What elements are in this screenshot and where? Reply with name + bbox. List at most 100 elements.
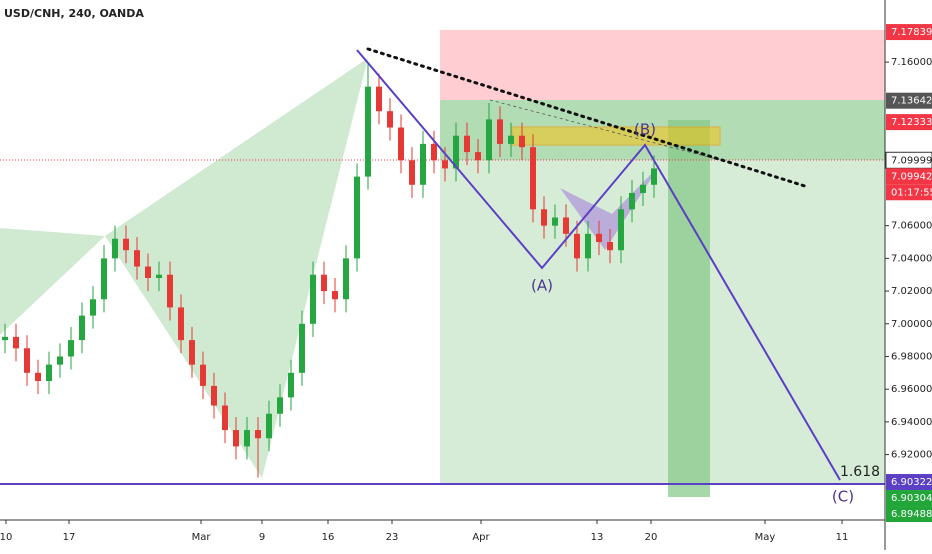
y-tick-label: 7.16000 bbox=[891, 57, 932, 68]
candle-body bbox=[354, 176, 360, 259]
price-label: 6.90322 bbox=[891, 477, 932, 488]
candle-body bbox=[244, 430, 250, 447]
candle-body bbox=[475, 152, 481, 161]
price-label: 7.17839 bbox=[891, 27, 932, 38]
position-column bbox=[668, 120, 710, 497]
y-tick-label: 6.94000 bbox=[891, 417, 932, 428]
candle-body bbox=[552, 217, 558, 226]
candle-body bbox=[420, 143, 426, 185]
y-tick-label: 6.98000 bbox=[891, 351, 932, 362]
x-tick-label: Mar bbox=[192, 532, 212, 543]
wave-label: (B) bbox=[634, 121, 656, 139]
candle-body bbox=[530, 147, 536, 210]
candle-body bbox=[585, 233, 591, 259]
countdown-bg bbox=[886, 184, 932, 201]
candle-body bbox=[46, 364, 52, 382]
price-label-bg bbox=[886, 168, 932, 185]
harmonic-left bbox=[0, 228, 105, 335]
x-tick-label: 16 bbox=[322, 532, 335, 543]
candle-body bbox=[519, 135, 525, 148]
candle-body bbox=[497, 119, 503, 144]
candle-body bbox=[90, 299, 96, 316]
candle-body bbox=[464, 135, 470, 153]
x-tick-label: 13 bbox=[591, 532, 604, 543]
candle-body bbox=[442, 160, 448, 169]
countdown: 01:17:55 bbox=[891, 187, 932, 198]
price-label-bg bbox=[886, 92, 932, 109]
target-zone bbox=[440, 160, 885, 484]
x-tick-label: 9 bbox=[259, 532, 265, 543]
candle-body bbox=[486, 119, 492, 161]
candle-body bbox=[178, 307, 184, 341]
candle-body bbox=[2, 336, 8, 341]
x-tick-label: 10 bbox=[0, 532, 12, 543]
price-label-bg bbox=[886, 24, 932, 41]
resistance-box bbox=[511, 126, 721, 146]
price-label-bg bbox=[886, 114, 932, 131]
candle-body bbox=[596, 233, 602, 243]
candle-body bbox=[79, 315, 85, 341]
candle-body bbox=[431, 143, 437, 161]
price-label: 7.12333 bbox=[891, 117, 932, 128]
candle-body bbox=[200, 364, 206, 386]
candle-body bbox=[332, 291, 338, 300]
y-tick-label: 7.02000 bbox=[891, 286, 932, 297]
y-tick-label: 7.00000 bbox=[891, 319, 932, 330]
abc-wave bbox=[356, 49, 841, 481]
trendline bbox=[366, 47, 810, 189]
y-tick-label: 6.96000 bbox=[891, 384, 932, 395]
candle-body bbox=[222, 405, 228, 431]
candle-body bbox=[266, 413, 272, 439]
candle-body bbox=[343, 258, 349, 300]
price-label: 7.09942 bbox=[891, 171, 932, 182]
candle-body bbox=[35, 372, 41, 382]
candle-body bbox=[233, 430, 239, 447]
price-label: 6.90304 bbox=[891, 493, 932, 504]
x-tick-label: 11 bbox=[836, 532, 849, 543]
candle-body bbox=[145, 266, 151, 278]
price-label: 7.09999 bbox=[891, 155, 932, 166]
candle-body bbox=[574, 233, 580, 259]
x-tick-label: 20 bbox=[645, 532, 658, 543]
candle-body bbox=[167, 274, 173, 308]
fib-label: 1.618 bbox=[840, 464, 880, 480]
x-tick-label: May bbox=[755, 532, 776, 543]
candle-body bbox=[123, 238, 129, 251]
candle-body bbox=[563, 217, 569, 234]
candle-body bbox=[134, 250, 140, 267]
price-label-bg bbox=[886, 474, 932, 491]
x-tick-label: Apr bbox=[472, 532, 490, 543]
y-tick-label: 6.92000 bbox=[891, 450, 932, 461]
candle-body bbox=[365, 86, 371, 177]
candle-body bbox=[629, 192, 635, 210]
y-tick-label: 7.04000 bbox=[891, 253, 932, 264]
wave-label: (C) bbox=[832, 488, 854, 506]
candle-body bbox=[453, 135, 459, 169]
wave-label: (A) bbox=[531, 277, 553, 295]
candle-body bbox=[13, 336, 19, 349]
candle-body bbox=[398, 127, 404, 161]
candle-body bbox=[387, 111, 393, 128]
chart-title: USD/CNH, 240, OANDA bbox=[4, 7, 144, 20]
candle-body bbox=[310, 274, 316, 324]
candle-body bbox=[189, 340, 195, 365]
candle-body bbox=[277, 397, 283, 414]
candles bbox=[2, 62, 657, 478]
harmonic-main bbox=[105, 58, 368, 478]
time-axis-bg bbox=[0, 520, 932, 550]
candle-body bbox=[640, 184, 646, 193]
price-label-bg bbox=[886, 490, 932, 507]
candle-body bbox=[618, 209, 624, 251]
candle-body bbox=[288, 372, 294, 398]
candle-body bbox=[112, 238, 118, 259]
price-axis-bg bbox=[885, 0, 932, 520]
candle-body bbox=[541, 209, 547, 226]
thin-trend bbox=[489, 99, 721, 161]
candle-body bbox=[101, 258, 107, 300]
candle-body bbox=[651, 168, 657, 185]
candle-body bbox=[321, 274, 327, 292]
candle-body bbox=[607, 242, 613, 251]
candle-body bbox=[299, 323, 305, 373]
